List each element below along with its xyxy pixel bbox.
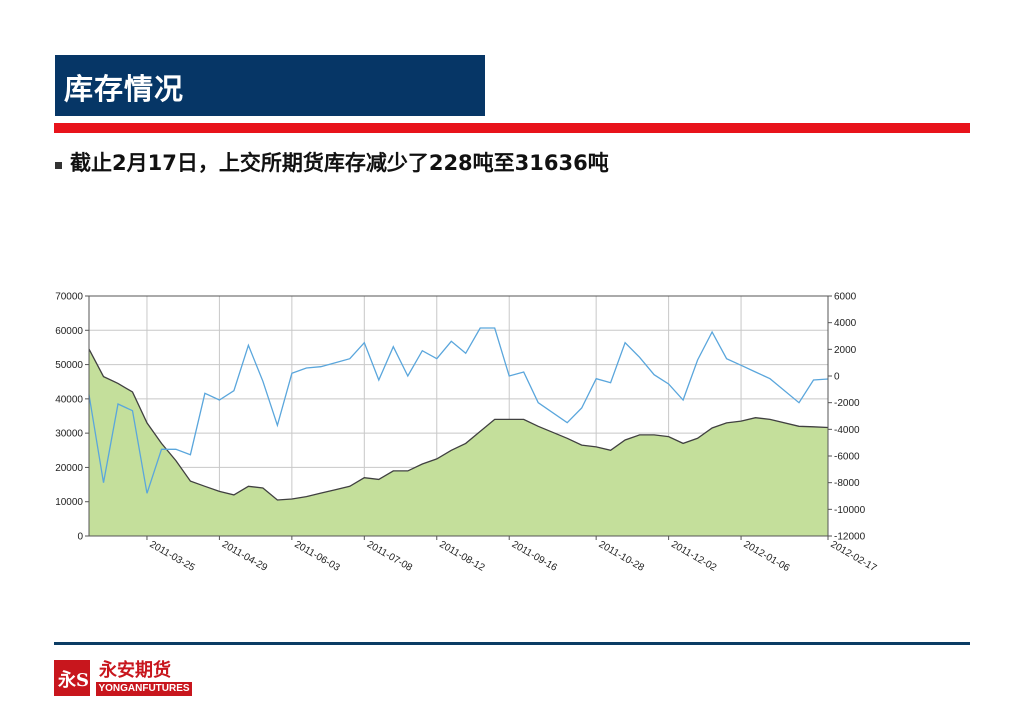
- x-tick-label: 2012-01-06: [742, 539, 792, 574]
- series-area-line: [88, 348, 829, 501]
- bullet-text: 截止2月17日，上交所期货库存减少了228吨至31636吨: [70, 151, 609, 175]
- y-right-tick-label: 6000: [834, 292, 857, 303]
- x-tick-label: 2011-10-28: [597, 539, 647, 574]
- series-line: [88, 327, 829, 494]
- x-tick-label: 2011-09-16: [510, 539, 560, 574]
- y-right-tick-label: 2000: [834, 345, 857, 356]
- logo-name-cn: 永安期货: [99, 660, 171, 681]
- y-left-tick-label: 60000: [55, 326, 83, 337]
- x-tick-label: 2011-04-29: [220, 539, 270, 574]
- x-tick-label: 2011-12-02: [669, 539, 719, 574]
- y-right-tick-label: -12000: [834, 532, 866, 543]
- x-tick-label: 2011-07-08: [365, 539, 415, 574]
- brand-logo: 永S 永安期货 YONGANFUTURES: [54, 660, 194, 696]
- y-right-tick-label: -6000: [834, 452, 860, 463]
- y-right-tick-label: -8000: [834, 478, 860, 489]
- y-left-tick-label: 40000: [55, 394, 83, 405]
- series-area-fill: [89, 349, 828, 536]
- accent-bar: [54, 123, 970, 133]
- footer-rule: [54, 642, 970, 645]
- y-right-tick-label: -4000: [834, 425, 860, 436]
- x-tick-label: 2012-02-17: [829, 539, 879, 574]
- logo-mark-icon: 永S: [54, 660, 90, 696]
- y-left-tick-label: 0: [77, 532, 83, 543]
- y-left-tick-label: 50000: [55, 360, 83, 371]
- x-tick-label: 2011-08-12: [437, 539, 487, 574]
- y-left-tick-label: 20000: [55, 463, 83, 474]
- y-left-tick-label: 10000: [55, 497, 83, 508]
- bullet-point: 截止2月17日，上交所期货库存减少了228吨至31636吨: [55, 147, 609, 177]
- x-tick-label: 2011-03-25: [147, 539, 197, 574]
- logo-mark-glyph: 永S: [58, 670, 89, 691]
- y-left-tick-label: 30000: [55, 429, 83, 440]
- y-right-tick-label: -2000: [834, 398, 860, 409]
- page-title: 库存情况: [64, 72, 185, 106]
- title-banner: [55, 55, 485, 116]
- bullet-icon: [55, 161, 62, 169]
- y-right-tick-label: -10000: [834, 505, 866, 516]
- y-right-tick-label: 0: [834, 372, 840, 383]
- x-tick-label: 2011-06-03: [292, 539, 342, 574]
- plot-frame: [88, 295, 829, 537]
- y-right-tick-label: 4000: [834, 318, 857, 329]
- logo-name-en: YONGANFUTURES: [96, 682, 192, 696]
- y-left-tick-label: 70000: [55, 292, 83, 303]
